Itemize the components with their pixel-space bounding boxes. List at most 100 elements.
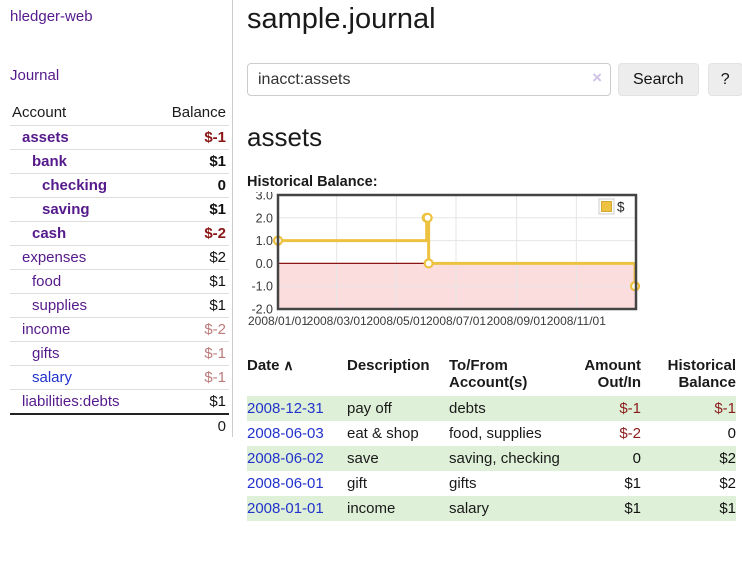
account-row: supplies $1 <box>10 293 229 318</box>
cell-to-from: food, supplies <box>449 425 542 442</box>
cell-historical-balance: 0 <box>727 425 736 442</box>
svg-text:0.0: 0.0 <box>256 257 273 271</box>
sidebar-account-food[interactable]: food <box>32 273 62 290</box>
chart-title: Historical Balance: <box>247 174 378 190</box>
txn-col-header-date[interactable]: Date ∧ <box>247 357 294 374</box>
svg-text:3.0: 3.0 <box>256 192 273 203</box>
main-content: sample.journal × Search ? assets Histori… <box>233 0 742 582</box>
sidebar-account-cash[interactable]: cash <box>32 225 67 242</box>
sidebar-account-assets[interactable]: assets <box>22 129 69 146</box>
cell-to-from: saving, checking <box>449 450 560 467</box>
account-balance: $1 <box>209 201 226 218</box>
sidebar-account-saving[interactable]: saving <box>42 201 90 218</box>
sidebar-account-salary[interactable]: salary <box>32 369 73 386</box>
svg-text:-2.0: -2.0 <box>251 303 273 317</box>
account-balance: $1 <box>209 273 226 290</box>
journal-link[interactable]: Journal <box>10 67 60 84</box>
transaction-date-link[interactable]: 2008-01-01 <box>247 500 324 517</box>
help-button[interactable]: ? <box>707 63 742 96</box>
cell-to-from: gifts <box>449 475 477 492</box>
transaction-date-link[interactable]: 2008-12-31 <box>247 400 324 417</box>
cell-historical-balance: $1 <box>719 500 736 517</box>
txn-col-header-historical: Historical Balance <box>667 357 736 391</box>
clear-search-icon[interactable]: × <box>592 68 602 87</box>
data-point-marker <box>423 258 434 269</box>
cell-date: 2008-12-31 <box>247 396 347 421</box>
cell-historical-balance: $-1 <box>714 400 736 417</box>
accounts-header-balance: Balance <box>171 104 226 121</box>
cell-date: 2008-06-02 <box>247 446 347 471</box>
cell-to-from: debts <box>449 400 486 417</box>
cell-description: pay off <box>347 400 392 417</box>
search-input[interactable] <box>247 63 611 96</box>
cell-description: gift <box>347 475 368 492</box>
account-row: food $1 <box>10 269 229 294</box>
transaction-date-link[interactable]: 2008-06-02 <box>247 450 324 467</box>
account-balance: $-2 <box>204 225 226 242</box>
sidebar-account-liabilities-debts[interactable]: liabilities:debts <box>22 393 120 410</box>
search-box: × <box>247 63 611 96</box>
svg-text:2008/03/01: 2008/03/01 <box>307 314 367 328</box>
account-row: income $-2 <box>10 317 229 342</box>
cell-amount: $1 <box>624 475 641 492</box>
accounts-total-row: 0 <box>10 413 229 438</box>
account-balance: $-1 <box>204 345 226 362</box>
accounts-total-balance: 0 <box>152 413 229 438</box>
sidebar: hledger-web Journal Account Balance asse… <box>0 0 233 438</box>
accounts-table: Account Balance assets $-1 bank $1 checking 0… <box>10 101 229 438</box>
sidebar-account-bank[interactable]: bank <box>32 153 68 170</box>
search-button[interactable]: Search <box>618 63 699 96</box>
chevron-up-icon: ∧ <box>279 357 294 373</box>
svg-text:2008/05/01: 2008/05/01 <box>366 314 426 328</box>
plot-border <box>276 193 638 311</box>
account-balance: $1 <box>209 393 226 410</box>
svg-text:2008/07/01: 2008/07/01 <box>426 314 486 328</box>
transaction-row[interactable]: 2008-12-31 pay off debts $-1 $-1 <box>247 396 736 421</box>
sidebar-account-checking[interactable]: checking <box>42 177 108 194</box>
cell-historical-balance: $2 <box>719 450 736 467</box>
historical-balance-chart[interactable]: 3.0 2.0 1.0 0.0 -1.0 -2.0 2008/01/01 2008/03/01… <box>247 189 742 334</box>
txn-col-header-description: Description <box>347 357 430 374</box>
transaction-row[interactable]: 2008-01-01 income salary $1 $1 <box>247 496 736 521</box>
txn-col-header-tofrom: To/From Account(s) <box>449 357 528 391</box>
cell-to-from: salary <box>449 500 490 517</box>
svg-text:2008/09/01: 2008/09/01 <box>487 314 547 328</box>
svg-text:-1.0: -1.0 <box>251 280 273 294</box>
account-row: liabilities:debts $1 <box>10 389 229 415</box>
cell-description: income <box>347 500 396 517</box>
brand-link[interactable]: hledger-web <box>10 8 93 25</box>
sidebar-account-gifts[interactable]: gifts <box>32 345 60 362</box>
account-balance: $1 <box>209 153 226 170</box>
transactions-header-row: Date ∧ Description To/From Account(s) Amount… <box>247 354 736 396</box>
cell-date: 2008-06-03 <box>247 421 347 446</box>
account-row: checking 0 <box>10 173 229 198</box>
transaction-row[interactable]: 2008-06-01 gift gifts $1 $2 <box>247 471 736 496</box>
sidebar-account-income[interactable]: income <box>22 321 71 338</box>
transaction-date-link[interactable]: 2008-06-01 <box>247 475 324 492</box>
cell-amount: $-1 <box>619 400 641 417</box>
txn-col-header-amount: Amount Out/In <box>584 357 641 391</box>
transactions-table: Date ∧ Description To/From Account(s) Amount… <box>247 354 736 521</box>
cell-amount: $-2 <box>619 425 641 442</box>
account-row: salary $-1 <box>10 365 229 390</box>
account-balance: $2 <box>209 249 226 266</box>
legend-swatch <box>601 201 612 212</box>
transaction-date-link[interactable]: 2008-06-03 <box>247 425 324 442</box>
cell-date: 2008-06-01 <box>247 471 347 496</box>
account-row: gifts $-1 <box>10 341 229 366</box>
cell-description: eat & shop <box>347 425 419 442</box>
account-row: cash $-2 <box>10 221 229 246</box>
svg-text:2008/11/01: 2008/11/01 <box>547 314 606 328</box>
account-row: saving $1 <box>10 197 229 222</box>
transaction-row[interactable]: 2008-06-03 eat & shop food, supplies $-2 0 <box>247 421 736 446</box>
account-balance: $-1 <box>204 369 226 386</box>
svg-text:2.0: 2.0 <box>256 211 273 225</box>
svg-text:1.0: 1.0 <box>256 234 273 248</box>
svg-text:2008/01/01: 2008/01/01 <box>248 314 308 328</box>
account-heading: assets <box>247 122 323 152</box>
cell-amount: $1 <box>624 500 641 517</box>
transaction-row[interactable]: 2008-06-02 save saving, checking 0 $2 <box>247 446 736 471</box>
sidebar-account-supplies[interactable]: supplies <box>32 297 88 314</box>
sidebar-account-expenses[interactable]: expenses <box>22 249 87 266</box>
